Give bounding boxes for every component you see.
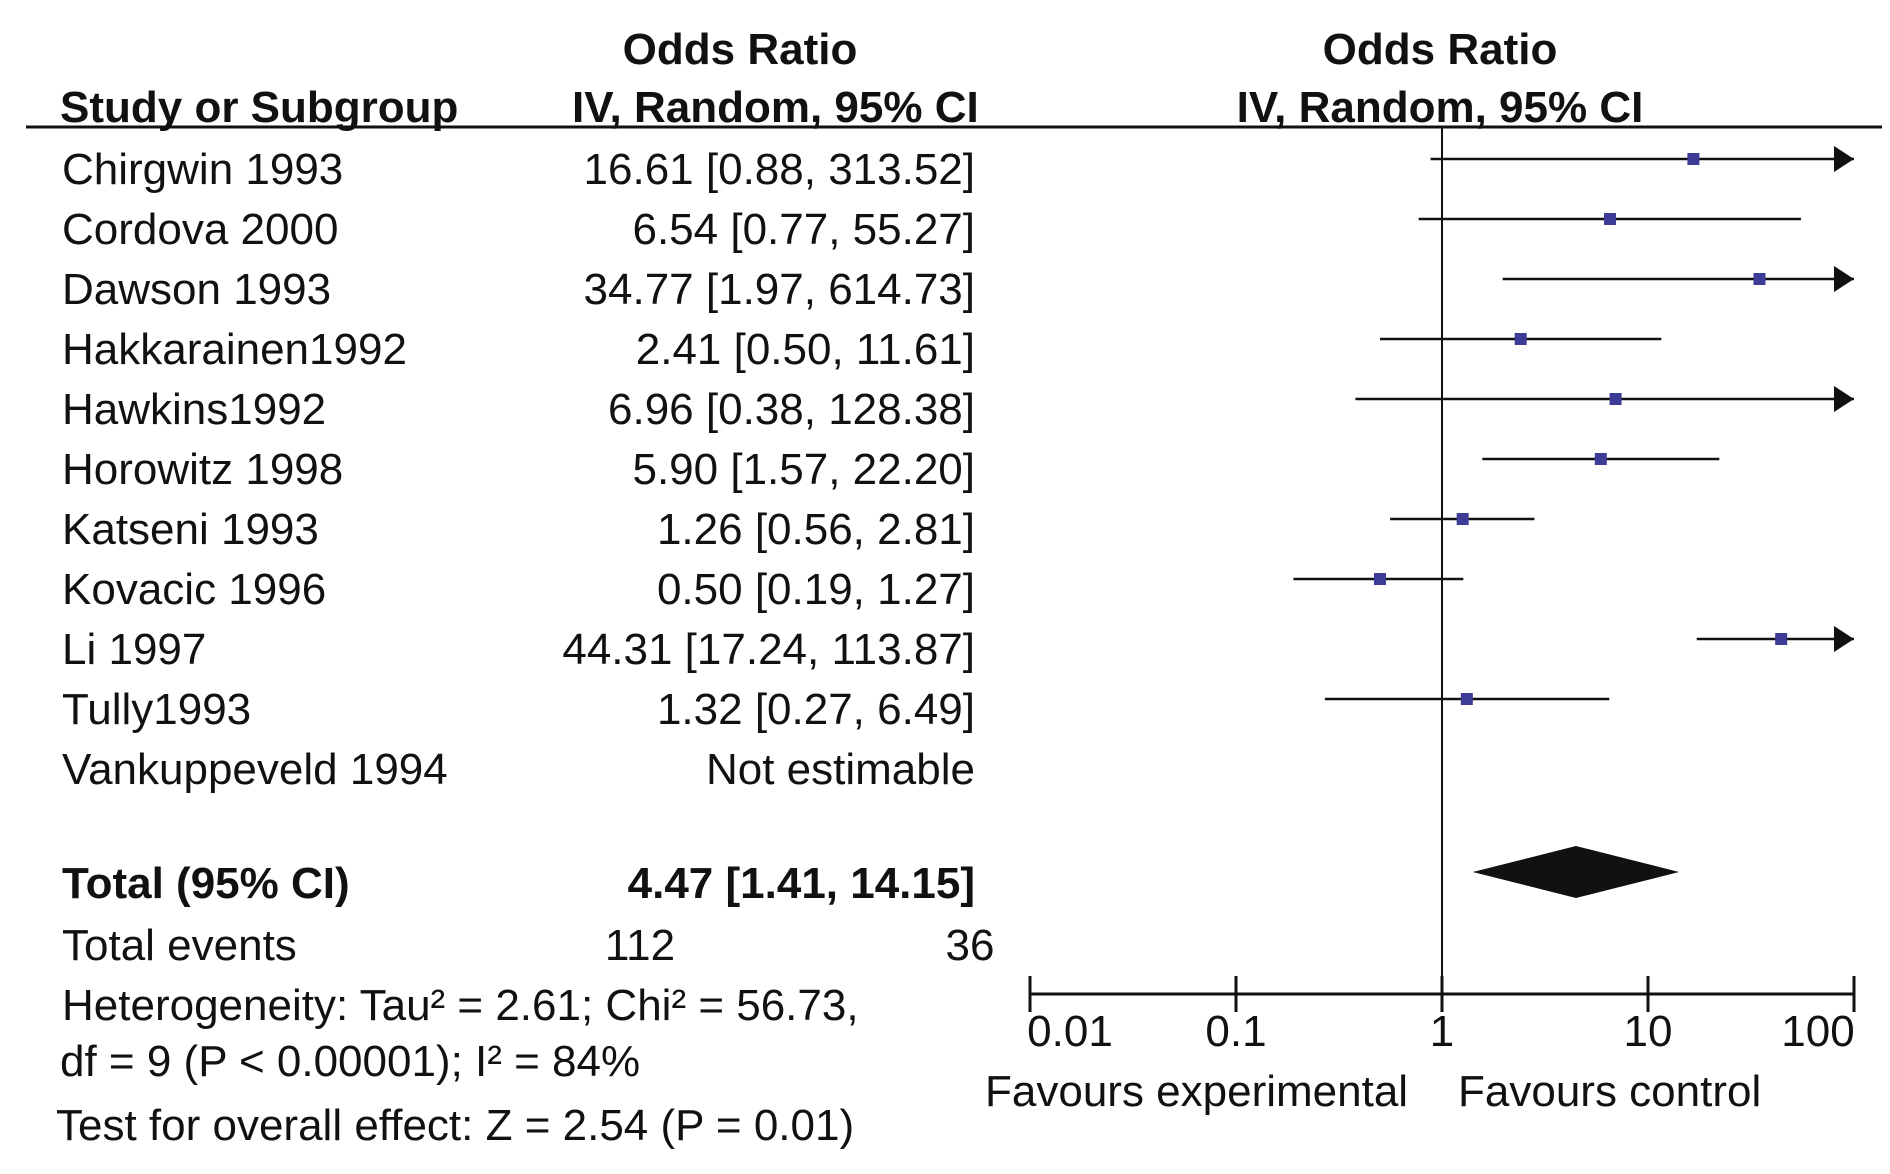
study-ci-text: 44.31 [17.24, 113.87]: [562, 625, 975, 674]
x-tick-label: 0.1: [1205, 1007, 1266, 1056]
study-ci-text: 1.26 [0.56, 2.81]: [656, 505, 975, 554]
total-label: Total (95% CI): [62, 859, 350, 908]
header-study-column: Study or Subgroup: [60, 83, 459, 132]
header-or-line1: Odds Ratio: [622, 25, 858, 74]
study-name: Hawkins1992: [62, 385, 327, 434]
ci-arrow: [1834, 386, 1854, 412]
ci-arrow: [1834, 626, 1854, 652]
study-marker: [1775, 633, 1788, 645]
study-name: Chirgwin 1993: [62, 145, 344, 194]
overall-effect-test: Test for overall effect: Z = 2.54 (P = 0…: [56, 1101, 855, 1150]
study-ci-text: 0.50 [0.19, 1.27]: [656, 565, 975, 614]
favours-control-label: Favours control: [1458, 1067, 1762, 1116]
x-tick-label: 1: [1430, 1007, 1454, 1056]
study-name: Vankuppeveld 1994: [62, 745, 448, 794]
study-ci-text: 2.41 [0.50, 11.61]: [635, 325, 975, 374]
heterogeneity-line2: df = 9 (P < 0.00001); I² = 84%: [60, 1037, 641, 1086]
study-ci-text: 5.90 [1.57, 22.20]: [632, 445, 975, 494]
x-tick-label: 100: [1781, 1007, 1854, 1056]
study-ci-text: Not estimable: [705, 745, 975, 794]
total-ci-text: 4.47 [1.41, 14.15]: [627, 859, 975, 908]
study-ci-text: 34.77 [1.97, 614.73]: [583, 265, 975, 314]
x-tick-label: 10: [1624, 1007, 1673, 1056]
total-events-experimental: 112: [604, 921, 676, 970]
study-marker: [1456, 513, 1469, 525]
study-name: Kovacic 1996: [62, 565, 327, 614]
header-or-line2: IV, Random, 95% CI: [572, 83, 979, 132]
study-name: Cordova 2000: [62, 205, 339, 254]
study-marker: [1753, 273, 1766, 285]
study-ci-text: 6.96 [0.38, 128.38]: [608, 385, 975, 434]
study-name: Katseni 1993: [62, 505, 319, 554]
study-name: Tully1993: [62, 685, 252, 734]
favours-experimental-label: Favours experimental: [985, 1067, 1409, 1116]
study-name: Li 1997: [62, 625, 207, 674]
study-ci-text: 1.32 [0.27, 6.49]: [656, 685, 975, 734]
study-marker: [1609, 393, 1622, 405]
x-tick-label: 0.01: [1027, 1007, 1113, 1056]
total-events-control: 36: [945, 921, 995, 970]
heterogeneity-line1: Heterogeneity: Tau² = 2.61; Chi² = 56.73…: [62, 981, 859, 1030]
study-name: Dawson 1993: [62, 265, 332, 314]
study-ci-text: 6.54 [0.77, 55.27]: [632, 205, 975, 254]
header-plot-line2: IV, Random, 95% CI: [1236, 83, 1644, 132]
study-name: Hakkarainen1992: [62, 325, 407, 374]
ci-arrow: [1834, 266, 1854, 292]
study-name: Horowitz 1998: [62, 445, 344, 494]
study-marker: [1373, 573, 1386, 585]
study-marker: [1460, 693, 1473, 705]
study-marker: [1687, 153, 1700, 165]
study-marker: [1594, 453, 1607, 465]
study-marker: [1604, 213, 1617, 225]
total-events-label: Total events: [62, 921, 297, 970]
study-ci-text: 16.61 [0.88, 313.52]: [583, 145, 975, 194]
header-plot-line1: Odds Ratio: [1322, 25, 1558, 74]
pooled-diamond: [1472, 846, 1680, 898]
study-marker: [1514, 333, 1527, 345]
ci-arrow: [1834, 146, 1854, 172]
